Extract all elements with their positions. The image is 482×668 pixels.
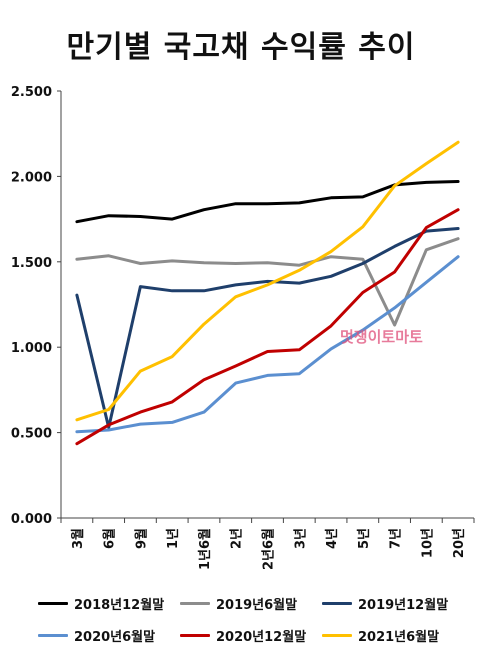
y-tick-label: 0.500: [11, 427, 52, 442]
legend-item: 2021년6월말: [322, 622, 439, 648]
legend-swatch: [180, 601, 210, 605]
x-tick-label: 2년6월: [261, 528, 277, 570]
legend-swatch: [38, 633, 68, 637]
chart-axes: [60, 91, 474, 519]
legend-item: 2020년6월말: [38, 622, 155, 648]
legend-label: 2019년6월말: [216, 597, 298, 613]
series-line-3: [75, 255, 460, 434]
x-tick-labels: 3월 6월 9월 1년 1년6월 2년 2년6월 3년 4년 5년 7년 10년 20년: [60, 518, 475, 570]
series-line-4: [75, 208, 460, 446]
x-tick-label: 4년: [325, 528, 340, 549]
legend-label: 2019년12월말: [358, 597, 449, 613]
y-tick-labels: 0.000 0.500 1.000 1.500 2.000 2.500: [11, 85, 61, 527]
legend-label: 2020년12월말: [216, 629, 307, 645]
legend-item: 2019년6월말: [180, 590, 297, 616]
legend-item: 2020년12월말: [180, 622, 306, 648]
x-tick-label: 9월: [133, 528, 149, 549]
legend-item: 2019년12월말: [322, 590, 448, 616]
y-tick-label: 1.000: [11, 341, 52, 356]
legend-swatch: [322, 601, 352, 605]
legend-item: 2018년12월말: [38, 590, 164, 616]
x-tick-label: 5년: [357, 528, 372, 549]
x-tick-label: 1년: [166, 528, 181, 549]
legend-label: 2018년12월말: [74, 597, 165, 613]
series-line-0: [75, 180, 460, 224]
y-tick-label: 2.500: [11, 85, 52, 100]
legend-swatch: [322, 633, 352, 637]
legend-label: 2021년6월말: [358, 629, 440, 645]
x-tick-label: 3년: [293, 528, 308, 549]
y-tick-label: 0.000: [11, 512, 52, 527]
x-tick-label: 20년: [452, 528, 467, 558]
x-tick-label: 7년: [389, 528, 404, 549]
line-chart: 0.000 0.500 1.000 1.500 2.000 2.500 3월 6월 9월 1년 1…: [11, 85, 475, 570]
x-tick-label: 2년: [230, 528, 245, 549]
y-tick-label: 2.000: [11, 170, 52, 185]
x-tick-label: 10년: [420, 528, 435, 558]
legend-swatch: [38, 601, 68, 605]
chart-title: 만기별 국고채 수익률 추이: [66, 30, 416, 65]
series-line-1: [75, 237, 460, 327]
legend-label: 2020년6월말: [74, 629, 156, 645]
watermark-text: 멋쟁이토마토: [340, 328, 423, 346]
series-line-2: [75, 227, 460, 429]
x-tick-label: 3월: [70, 528, 86, 549]
series-lines: [75, 140, 460, 446]
y-tick-label: 1.500: [11, 256, 52, 271]
x-tick-label: 6월: [102, 528, 118, 549]
x-tick-label: 1년6월: [197, 528, 213, 570]
series-line-5: [75, 140, 460, 422]
legend-swatch: [180, 633, 210, 637]
